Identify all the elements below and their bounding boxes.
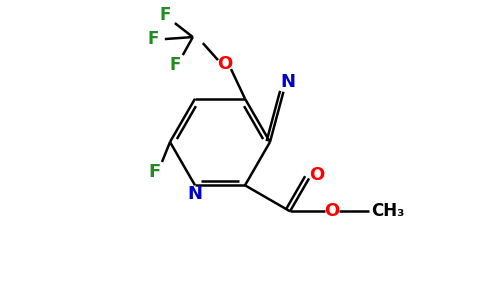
Text: F: F	[147, 30, 159, 48]
Text: N: N	[280, 73, 295, 91]
Text: O: O	[324, 202, 340, 220]
Text: N: N	[187, 185, 202, 203]
Text: O: O	[309, 167, 325, 184]
Text: F: F	[149, 163, 161, 181]
Text: F: F	[159, 6, 170, 24]
Text: O: O	[217, 55, 233, 73]
Text: CH₃: CH₃	[371, 202, 405, 220]
Text: F: F	[169, 56, 181, 74]
